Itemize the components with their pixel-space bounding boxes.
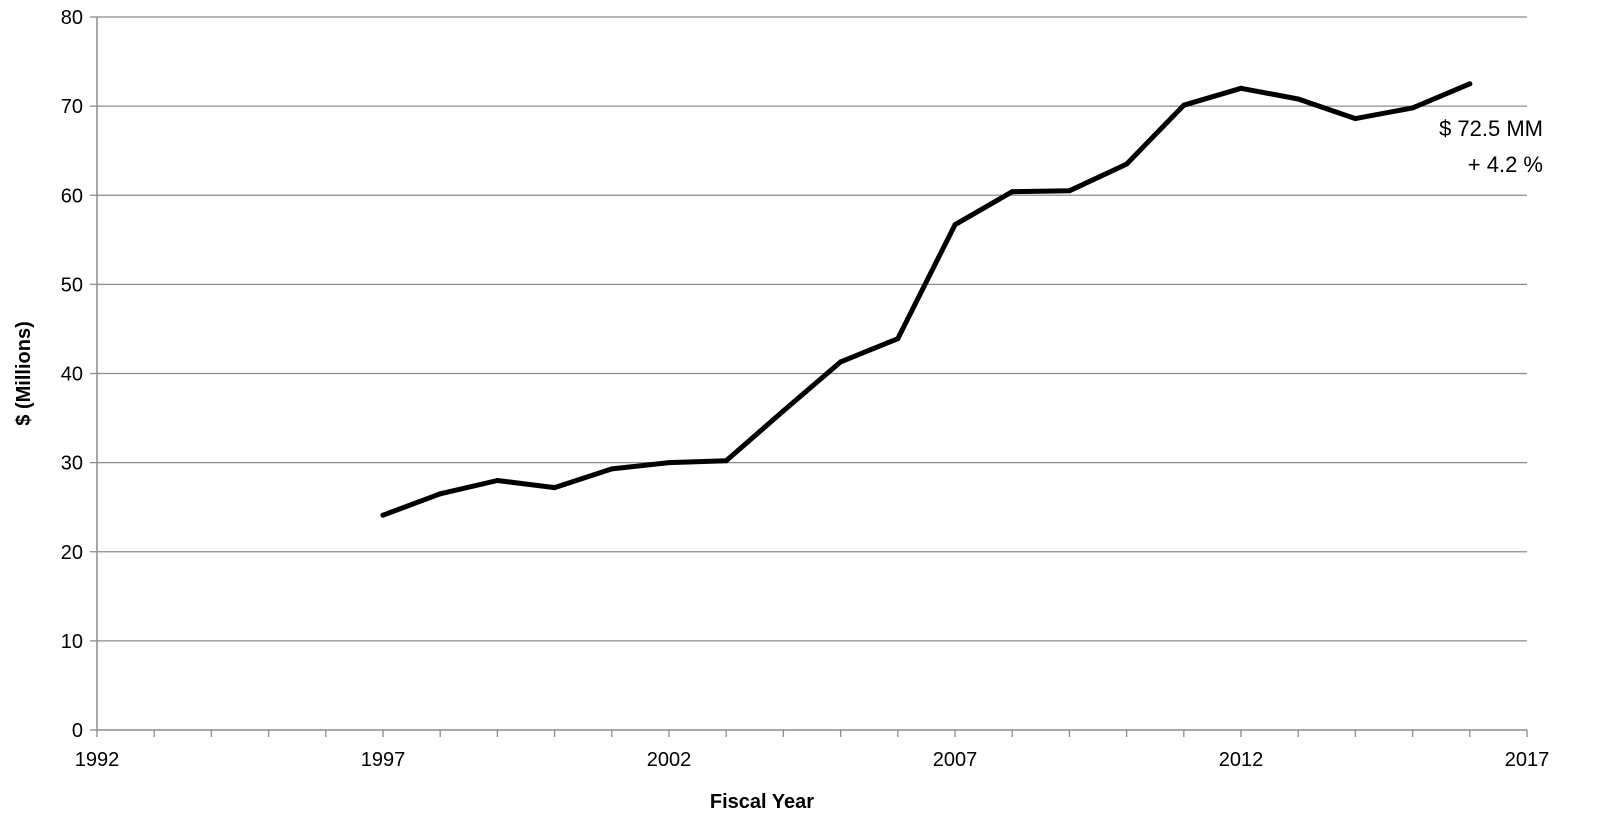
- y-tick-label-60: 60: [61, 185, 83, 207]
- data-point-2015: [1410, 105, 1416, 111]
- data-point-2001: [609, 466, 615, 472]
- data-point-1999: [494, 477, 500, 483]
- y-tick-label-40: 40: [61, 364, 83, 386]
- data-point-2004: [780, 408, 786, 414]
- y-tick-label-30: 30: [61, 453, 83, 475]
- x-tick-label-2007: 2007: [933, 749, 978, 771]
- annotation-0-line-0: $ 72.5 MM: [1439, 116, 1543, 141]
- data-point-2016: [1467, 81, 1473, 87]
- x-tick-label-2012: 2012: [1219, 749, 1264, 771]
- data-point-2010: [1124, 161, 1130, 167]
- grid-layer: [97, 16, 1527, 642]
- label-layer: 0 10 20 30 40 50 60 70 80 1992 1997 2002 2007 2012 201…: [61, 7, 1550, 771]
- x-tick-label-2002: 2002: [647, 749, 692, 771]
- data-point-2012: [1238, 85, 1244, 91]
- y-tick-label-20: 20: [61, 542, 83, 564]
- data-point-2005: [838, 359, 844, 365]
- y-axis-title: $ (Millions): [13, 321, 35, 425]
- x-axis-title: Fiscal Year: [710, 791, 814, 813]
- data-point-2014: [1352, 116, 1358, 122]
- y-tick-label-0: 0: [72, 720, 83, 742]
- y-tick-label-70: 70: [61, 96, 83, 118]
- data-point-2006: [895, 336, 901, 342]
- x-tick-label-2017: 2017: [1505, 749, 1550, 771]
- axis-layer: [90, 16, 1528, 737]
- data-point-2013: [1295, 96, 1301, 102]
- data-point-2002: [666, 460, 672, 466]
- data-point-2007: [952, 222, 958, 228]
- y-tick-label-10: 10: [61, 631, 83, 653]
- series-line-0: [380, 81, 1473, 518]
- data-point-2008: [1009, 189, 1015, 195]
- series-layer: [380, 81, 1473, 518]
- x-tick-label-1997: 1997: [361, 749, 406, 771]
- data-point-2009: [1066, 188, 1072, 194]
- data-point-1998: [437, 491, 443, 497]
- y-tick-label-80: 80: [61, 7, 83, 29]
- data-point-2000: [552, 485, 558, 491]
- annotation-0-line-1: + 4.2 %: [1468, 152, 1543, 177]
- data-point-1997: [380, 512, 386, 518]
- data-point-2011: [1181, 102, 1187, 108]
- y-tick-label-50: 50: [61, 274, 83, 296]
- x-tick-label-1992: 1992: [75, 749, 120, 771]
- data-point-2003: [723, 458, 729, 464]
